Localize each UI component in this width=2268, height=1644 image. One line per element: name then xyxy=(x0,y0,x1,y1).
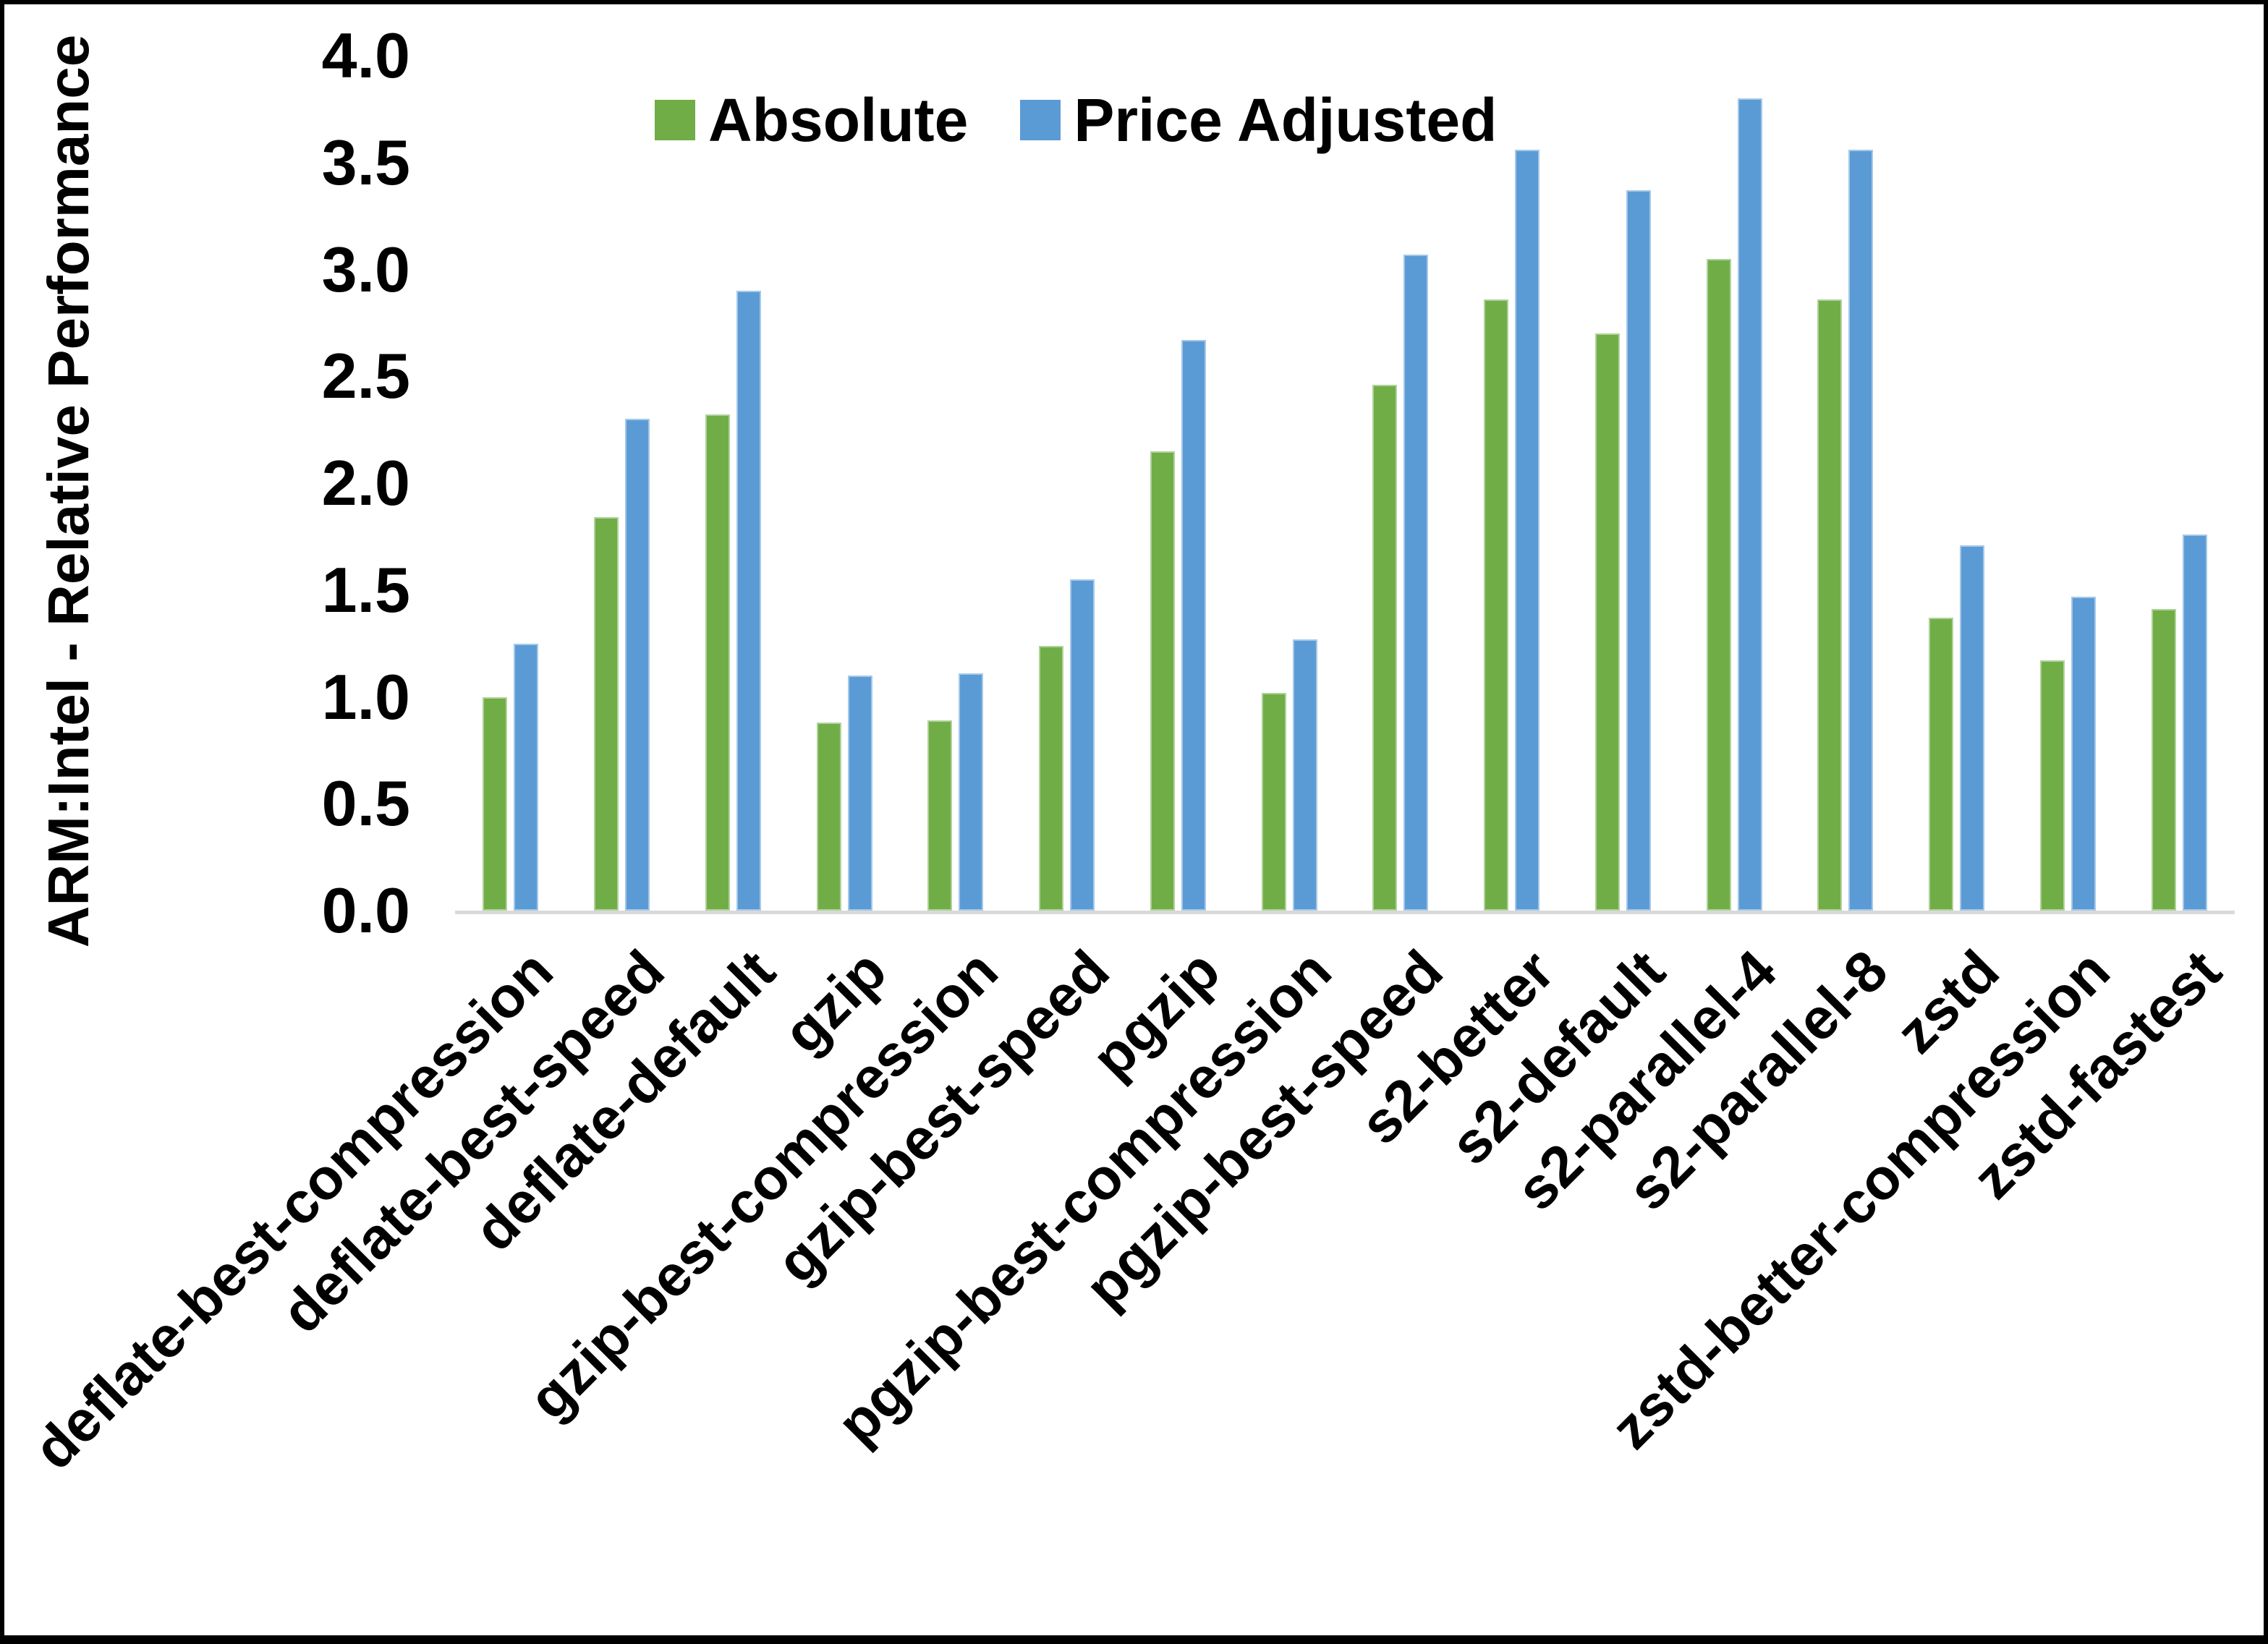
legend: Absolute Price Adjusted xyxy=(655,90,1497,150)
bar-price-adjusted-gzip-best-speed xyxy=(1070,579,1095,911)
bar-price-adjusted-s2-parallel-8 xyxy=(1848,150,1874,911)
bar-price-adjusted-pgzip-best-speed xyxy=(1403,254,1429,911)
bar-absolute-gzip-best-compression xyxy=(927,720,953,911)
bar-absolute-s2-parallel-4 xyxy=(1706,258,1731,911)
y-tick-label: 2.5 xyxy=(321,340,410,412)
bar-price-adjusted-s2-default xyxy=(1626,190,1651,911)
bar-price-adjusted-deflate-best-compression xyxy=(514,643,539,911)
y-tick-label: 1.5 xyxy=(321,553,410,626)
y-axis-title: ARM:Intel - Relative Performance xyxy=(36,34,101,948)
bar-absolute-pgzip-best-compression xyxy=(1261,692,1286,911)
bar-absolute-s2-default xyxy=(1594,333,1620,911)
bar-absolute-deflate-best-compression xyxy=(483,697,508,911)
bar-absolute-deflate-default xyxy=(705,414,730,911)
legend-swatch-icon xyxy=(1020,100,1061,140)
legend-item-absolute: Absolute xyxy=(655,90,968,150)
legend-label: Price Adjusted xyxy=(1074,86,1498,154)
legend-label: Absolute xyxy=(708,86,969,154)
y-tick-label: 3.0 xyxy=(321,233,410,305)
bar-price-adjusted-s2-parallel-4 xyxy=(1737,98,1762,911)
bar-price-adjusted-pgzip xyxy=(1181,340,1206,911)
bar-price-adjusted-s2-better xyxy=(1515,150,1540,911)
bar-absolute-pgzip xyxy=(1150,451,1175,911)
y-tick-label: 0.0 xyxy=(321,874,410,946)
y-tick-label: 3.5 xyxy=(321,126,410,198)
legend-item-price-adjusted: Price Adjusted xyxy=(1020,90,1497,150)
bar-absolute-pgzip-best-speed xyxy=(1372,385,1398,911)
y-tick-label: 4.0 xyxy=(321,20,410,91)
bar-price-adjusted-zstd-fastest xyxy=(2182,534,2207,911)
legend-swatch-icon xyxy=(655,100,695,140)
y-tick-label: 2.0 xyxy=(321,447,410,519)
x-axis-line xyxy=(455,911,2235,914)
bar-absolute-s2-parallel-8 xyxy=(1817,299,1843,911)
bar-price-adjusted-zstd-better-compression xyxy=(2070,596,2096,911)
bar-absolute-deflate-best-speed xyxy=(594,517,619,911)
y-tick-label: 1.0 xyxy=(321,660,410,733)
bar-absolute-zstd-fastest xyxy=(2151,609,2176,911)
bar-price-adjusted-deflate-default xyxy=(736,291,761,911)
bar-absolute-gzip-best-speed xyxy=(1039,645,1064,911)
bar-absolute-gzip xyxy=(816,722,841,911)
bar-absolute-zstd xyxy=(1929,618,1954,911)
bar-price-adjusted-gzip xyxy=(847,675,872,911)
bar-price-adjusted-pgzip-best-compression xyxy=(1292,639,1317,911)
bar-price-adjusted-deflate-best-speed xyxy=(625,419,650,911)
bar-absolute-s2-better xyxy=(1484,299,1509,911)
bar-price-adjusted-zstd xyxy=(1960,545,1985,911)
y-tick-label: 0.5 xyxy=(321,767,410,840)
bar-absolute-zstd-better-compression xyxy=(2039,660,2065,911)
bar-price-adjusted-gzip-best-compression xyxy=(959,673,984,911)
